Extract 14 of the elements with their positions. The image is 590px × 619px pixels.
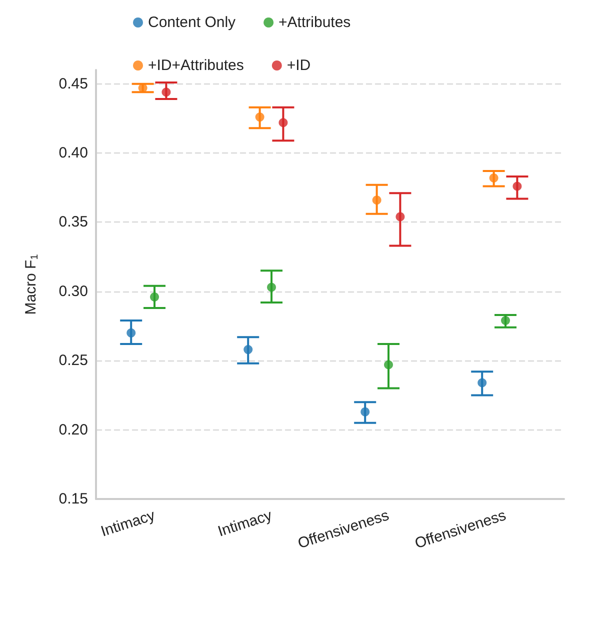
- y-tick-label: 0.15: [58, 490, 88, 508]
- y-tick-label: 0.45: [58, 75, 88, 92]
- legend-label: +Attributes: [278, 14, 351, 31]
- legend-label: Content Only: [148, 14, 236, 31]
- y-tick-label: 0.40: [58, 144, 88, 162]
- y-axis-title: Macro F1: [22, 254, 40, 315]
- y-tick-label: 0.30: [58, 282, 88, 300]
- x-tick-label: Intimacy: [98, 506, 158, 540]
- y-tick-label: 0.20: [58, 421, 88, 438]
- x-tick-label: Intimacy: [216, 506, 275, 540]
- legend-label: +ID: [286, 57, 311, 74]
- y-tick-label: 0.25: [58, 352, 88, 370]
- legend-label: +ID+Attributes: [148, 57, 244, 74]
- y-tick-label: 0.35: [58, 214, 88, 231]
